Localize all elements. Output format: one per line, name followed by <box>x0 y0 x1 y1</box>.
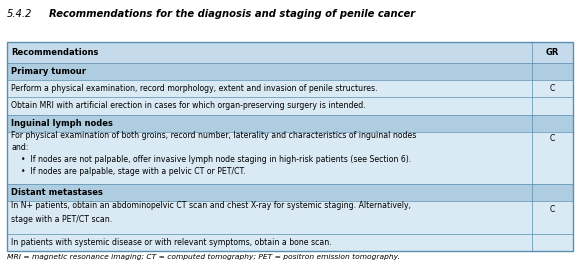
Bar <box>7 97 532 114</box>
Text: MRI = magnetic resonance imaging; CT = computed tomography; PET = positron emiss: MRI = magnetic resonance imaging; CT = c… <box>7 254 400 261</box>
Text: Perform a physical examination, record morphology, extent and invasion of penile: Perform a physical examination, record m… <box>11 84 378 93</box>
Text: C: C <box>550 84 556 93</box>
Text: In patients with systemic disease or with relevant symptoms, obtain a bone scan.: In patients with systemic disease or wit… <box>11 238 332 247</box>
Text: Recommendations: Recommendations <box>11 48 99 57</box>
Bar <box>532 201 573 234</box>
Bar <box>532 63 573 80</box>
Bar <box>7 80 532 97</box>
Text: Primary tumour: Primary tumour <box>11 67 86 76</box>
Text: C: C <box>550 205 556 214</box>
Text: In N+ patients, obtain an abdominopelvic CT scan and chest X-ray for systemic st: In N+ patients, obtain an abdominopelvic… <box>11 201 411 210</box>
Bar <box>7 114 532 132</box>
Bar <box>532 80 573 97</box>
Text: 5.4.2: 5.4.2 <box>7 9 32 19</box>
Bar <box>532 184 573 201</box>
Text: Distant metastases: Distant metastases <box>11 188 103 197</box>
Bar <box>7 201 532 234</box>
Text: For physical examination of both groins, record number, laterality and character: For physical examination of both groins,… <box>11 131 416 140</box>
Text: GR: GR <box>546 48 560 57</box>
Bar <box>7 42 573 251</box>
Text: •  If nodes are palpable, stage with a pelvic CT or PET/CT.: • If nodes are palpable, stage with a pe… <box>21 167 247 176</box>
Text: stage with a PET/CT scan.: stage with a PET/CT scan. <box>11 215 113 224</box>
Bar <box>532 42 573 63</box>
Bar <box>7 234 532 251</box>
Bar <box>7 132 532 184</box>
Text: Inguinal lymph nodes: Inguinal lymph nodes <box>11 119 113 128</box>
Bar <box>532 132 573 184</box>
Bar <box>532 97 573 114</box>
Text: and:: and: <box>11 143 28 152</box>
Text: Obtain MRI with artificial erection in cases for which organ-preserving surgery : Obtain MRI with artificial erection in c… <box>11 102 366 110</box>
Text: C: C <box>550 134 556 143</box>
Bar <box>532 234 573 251</box>
Bar <box>7 184 532 201</box>
Text: Recommendations for the diagnosis and staging of penile cancer: Recommendations for the diagnosis and st… <box>49 9 415 19</box>
Text: •  If nodes are not palpable, offer invasive lymph node staging in high-risk pat: • If nodes are not palpable, offer invas… <box>21 155 412 164</box>
Bar <box>532 114 573 132</box>
Bar <box>7 42 532 63</box>
Bar <box>7 63 532 80</box>
